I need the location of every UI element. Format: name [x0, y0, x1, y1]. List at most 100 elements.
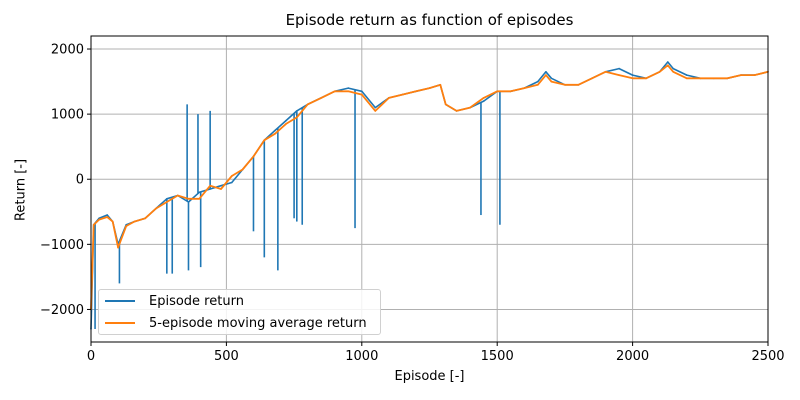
x-tick-label: 1000 [345, 349, 378, 364]
data-point-moving-average [198, 197, 201, 200]
data-point-moving-average [98, 218, 100, 221]
data-point-moving-average [111, 220, 114, 223]
data-point-moving-average [631, 77, 634, 80]
data-point-moving-average [347, 90, 350, 93]
data-point-moving-average [401, 93, 404, 96]
data-point-moving-average [672, 71, 675, 73]
data-point-moving-average [415, 90, 417, 93]
data-point-episode-return [106, 214, 109, 216]
data-point-moving-average [133, 220, 136, 223]
data-point-moving-average [740, 74, 742, 76]
data-point-moving-average [667, 64, 669, 67]
data-point-moving-average [496, 90, 499, 93]
grid [91, 36, 768, 342]
data-point-moving-average [155, 207, 157, 210]
data-point-episode-return [220, 184, 222, 187]
data-point-moving-average [577, 84, 580, 86]
data-point-episode-return [482, 100, 485, 102]
data-point-moving-average [125, 225, 128, 227]
data-point-moving-average [144, 217, 146, 220]
data-point-moving-average [564, 84, 566, 86]
legend: Episode return 5-episode moving average … [98, 289, 381, 335]
data-point-moving-average [263, 139, 266, 141]
data-point-moving-average [550, 80, 553, 83]
data-point-moving-average [220, 188, 222, 190]
data-point-moving-average [388, 97, 390, 99]
data-point-episode-return [667, 61, 669, 63]
data-point-moving-average [306, 103, 309, 106]
data-point-moving-average [439, 84, 442, 86]
data-point-moving-average [187, 197, 190, 200]
data-point-moving-average [509, 90, 512, 93]
data-point-moving-average [444, 103, 447, 106]
data-point-episode-return [672, 67, 675, 70]
data-point-moving-average [176, 194, 179, 197]
data-point-moving-average [117, 246, 119, 249]
data-point-moving-average [618, 74, 620, 76]
data-point-moving-average [320, 97, 322, 99]
data-point-moving-average [753, 74, 756, 76]
data-point-episode-return [347, 87, 350, 89]
data-point-moving-average [545, 74, 547, 76]
data-point-moving-average [285, 123, 287, 125]
data-point-moving-average [645, 77, 647, 80]
data-point-moving-average [726, 77, 729, 80]
data-point-episode-return [550, 77, 553, 80]
data-point-moving-average [604, 71, 607, 73]
x-tick-label: 1500 [481, 349, 514, 364]
legend-label-episode-return: Episode return [149, 293, 244, 309]
data-point-episode-return [285, 119, 287, 122]
data-point-episode-return [631, 74, 634, 76]
data-point-episode-return [274, 129, 276, 132]
data-point-moving-average [166, 201, 168, 203]
data-point-moving-average [333, 90, 336, 93]
data-point-moving-average [296, 116, 298, 119]
legend-swatch-moving-average [105, 322, 135, 324]
data-point-moving-average [374, 110, 377, 112]
data-point-moving-average [591, 77, 593, 80]
data-point-episode-return [618, 67, 620, 70]
data-point-episode-return [231, 181, 233, 184]
data-point-moving-average [699, 77, 702, 80]
data-point-episode-return [361, 90, 363, 93]
x-tick-label: 500 [214, 349, 239, 364]
x-tick-label: 2000 [616, 349, 649, 364]
data-point-moving-average [658, 71, 661, 73]
data-point-moving-average [685, 77, 688, 80]
y-tick-label: −1000 [40, 238, 84, 253]
data-point-moving-average [523, 87, 526, 89]
data-point-moving-average [241, 168, 244, 171]
data-point-moving-average [252, 155, 255, 158]
ticks: 0 500 1000 1500 2000 2500 −2000 −1000 0 1000 2000 [40, 43, 785, 364]
data-point-moving-average [537, 84, 539, 86]
data-point-moving-average [455, 110, 458, 112]
data-point-moving-average [482, 97, 485, 99]
x-tick-label: 0 [87, 349, 95, 364]
chart-title: Episode return as function of episodes [285, 11, 574, 29]
y-tick-label: −2000 [40, 303, 84, 318]
data-point-episode-return [374, 106, 377, 109]
data-point-moving-average [428, 87, 431, 89]
data-point-episode-return [545, 71, 547, 73]
data-point-moving-average [209, 184, 211, 187]
data-point-moving-average [274, 132, 276, 135]
data-point-moving-average [92, 224, 95, 226]
legend-item-moving-average: 5-episode moving average return [105, 313, 367, 333]
data-point-moving-average [713, 77, 715, 80]
data-point-episode-return [198, 191, 201, 194]
data-point-moving-average [469, 106, 471, 109]
legend-item-episode-return: Episode return [105, 291, 244, 311]
plot-border [90, 35, 769, 343]
y-tick-label: 0 [76, 173, 84, 188]
series-lines [90, 61, 769, 330]
data-point-moving-average [106, 216, 109, 218]
legend-swatch-episode-return [105, 300, 135, 302]
data-point-episode-return [537, 80, 539, 83]
legend-label-moving-average: 5-episode moving average return [149, 315, 367, 331]
x-axis-label: Episode [-] [394, 369, 465, 384]
y-tick-label: 1000 [51, 108, 84, 123]
data-point-moving-average [361, 93, 363, 96]
data-point-moving-average [231, 175, 233, 177]
data-point-episode-return [685, 74, 688, 76]
